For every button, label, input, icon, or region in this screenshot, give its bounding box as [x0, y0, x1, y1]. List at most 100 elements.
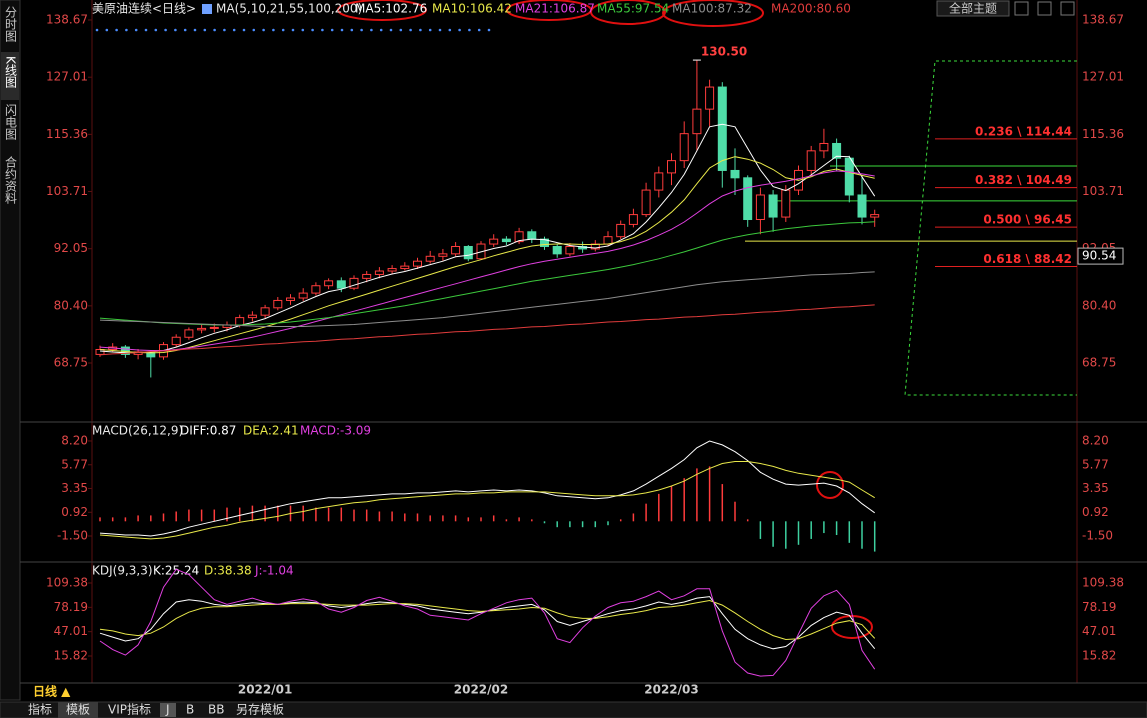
indicator-dot — [438, 28, 442, 32]
y-tick-label: 0.92 — [1082, 505, 1109, 519]
legend-entry: MA55:97.54 — [597, 2, 669, 16]
indicator-dot — [154, 28, 158, 32]
candle-body — [184, 329, 194, 338]
legend-entry: MA200:80.60 — [771, 2, 851, 16]
bottom-tab[interactable]: 另存模板 — [236, 703, 284, 717]
y-tick-label: 0.92 — [61, 505, 88, 519]
indicator-dot — [262, 28, 265, 32]
candle-body — [197, 327, 207, 331]
indicator-line — [99, 440, 875, 537]
indicator-dot — [252, 28, 256, 32]
indicator-dot — [193, 28, 197, 32]
indicator-dot — [272, 28, 275, 32]
indicator-dot — [125, 28, 128, 32]
indicator-dot — [291, 28, 295, 32]
candle-body — [705, 86, 715, 110]
indicator-dot — [428, 28, 432, 32]
candle-body — [870, 214, 880, 218]
y-tick-label: 138.67 — [46, 13, 88, 27]
bottom-tab[interactable]: B — [186, 703, 194, 717]
icon-button[interactable] — [1060, 1, 1075, 16]
candle-body — [260, 307, 270, 316]
indicator-dot — [115, 28, 118, 32]
indicator-dot — [419, 28, 422, 32]
candle-body — [209, 326, 219, 329]
indicator-dot — [242, 28, 246, 32]
indicator-line — [99, 304, 875, 356]
bottom-tab[interactable]: 模板 — [66, 703, 90, 717]
candle-body — [527, 231, 537, 240]
y-tick-label: 5.77 — [61, 457, 88, 471]
y-tick-label: 68.75 — [1082, 355, 1116, 369]
candle-body — [844, 157, 854, 196]
side-tab[interactable]: 闪电图 — [4, 104, 18, 140]
candle-body — [743, 177, 753, 221]
candle-body — [501, 238, 511, 243]
indicator-dot — [232, 28, 236, 32]
candle-body — [336, 280, 346, 289]
chart-title: 美原油连续<日线> — [92, 1, 196, 16]
fib-label: 0.500 \ 96.45 — [983, 213, 1072, 227]
side-tab[interactable]: 分时图 — [4, 6, 18, 42]
chart-subtitle: MA(5,10,21,55,100,200) — [216, 2, 362, 16]
indicator-dot — [360, 28, 363, 32]
annotation-ellipse — [662, 0, 764, 27]
candle-body — [667, 160, 676, 174]
indicator-dot — [350, 28, 354, 32]
bottom-tab[interactable]: 指标 — [28, 702, 52, 717]
bottom-tab-active — [160, 703, 176, 717]
legend-entry: J:-1.04 — [254, 564, 294, 578]
indicator-line — [99, 271, 875, 327]
theme-button[interactable] — [936, 0, 1010, 17]
y-tick-label: 68.75 — [54, 355, 88, 369]
legend-entry: D:38.38 — [204, 564, 252, 578]
side-bar — [0, 0, 21, 701]
period-label[interactable]: 日线 ▲ — [33, 684, 71, 699]
candle-body — [806, 150, 816, 171]
bottom-tab[interactable]: J — [165, 703, 170, 717]
candle-body — [374, 270, 384, 275]
y-tick-label: 109.38 — [46, 576, 88, 590]
candle-body — [171, 336, 181, 346]
icon-button[interactable] — [1037, 1, 1052, 16]
icon-button[interactable] — [1014, 1, 1029, 16]
candle-body — [717, 86, 727, 171]
side-tab[interactable]: K线图 — [4, 56, 18, 88]
indicator-dot — [448, 28, 452, 32]
indicator-dot — [458, 28, 461, 32]
annotation-ellipse — [590, 0, 666, 25]
side-tab-active — [1, 52, 19, 100]
y-tick-label: 80.40 — [1082, 298, 1116, 312]
candle-body — [730, 169, 740, 179]
y-tick-label: 78.19 — [1082, 600, 1116, 614]
y-tick-label: 80.40 — [54, 298, 88, 312]
candle-body — [298, 292, 308, 299]
candle-body — [324, 280, 334, 287]
annotation-circle — [816, 471, 844, 499]
legend-entry: MACD:-3.09 — [300, 424, 371, 438]
bottom-tab[interactable]: VIP指标 — [108, 702, 151, 717]
bottom-tab[interactable]: BB — [208, 703, 224, 717]
indicator-dot — [183, 28, 187, 32]
candle-body — [654, 172, 664, 191]
y-tick-label: 8.20 — [1082, 433, 1109, 447]
candle-body — [387, 268, 397, 272]
candle-body — [857, 194, 867, 218]
y-tick-label: 47.01 — [54, 624, 88, 638]
theme-button-label[interactable]: 全部主题 — [949, 1, 997, 16]
indicator-dot — [164, 28, 167, 32]
candle-body — [451, 245, 461, 255]
side-tab[interactable]: 合约资料 — [4, 155, 18, 204]
indicator-line — [99, 123, 876, 354]
bottom-bar — [0, 701, 1147, 718]
y-tick-label: 109.38 — [1082, 576, 1124, 590]
y-tick-label: 127.01 — [1082, 70, 1124, 84]
settings-icon[interactable] — [202, 4, 212, 14]
y-tick-label: 103.71 — [1082, 184, 1124, 198]
indicator-dot — [330, 28, 334, 32]
indicator-dot — [281, 28, 285, 32]
indicator-dot — [379, 28, 383, 32]
legend-entry: MA21:106.87 — [515, 2, 595, 16]
